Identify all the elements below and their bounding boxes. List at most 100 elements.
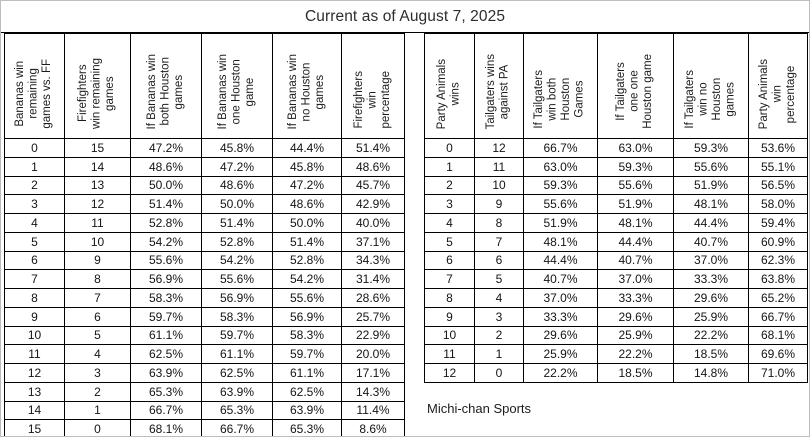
table-cell: 65.3% — [272, 419, 342, 436]
table-cell: 14 — [64, 156, 131, 177]
table-cell: 63.0% — [597, 138, 674, 158]
table-cell: 68.1% — [748, 325, 808, 346]
table-cell: 40.0% — [341, 213, 405, 233]
table-cell: 12 — [474, 138, 524, 158]
column-header: Bananas win remaining games vs. FF — [4, 33, 65, 139]
table-cell: 62.3% — [748, 250, 808, 271]
table-cell: 20.0% — [341, 344, 405, 364]
table-row: 12 0 22.2% 18.5% 14.8% 71.0% — [424, 363, 808, 383]
table-cell: 65.2% — [748, 288, 808, 308]
table-cell: 12 — [64, 194, 131, 214]
table-cell: 52.8% — [201, 231, 273, 252]
table-cell: 61.1% — [272, 363, 342, 383]
table-cell: 37.1% — [341, 231, 405, 252]
table-row: 5 10 54.2% 52.8% 51.4% 37.1% — [4, 231, 405, 252]
table-cell: 9 — [474, 194, 524, 214]
table-cell: 28.6% — [341, 288, 405, 308]
column-header-label: Tailgaters wins against PA — [485, 53, 511, 129]
table-row: 1 11 63.0% 59.3% 55.6% 55.1% — [424, 156, 808, 177]
table-row: 7 8 56.9% 55.6% 54.2% 31.4% — [4, 269, 405, 289]
table-cell: 63.0% — [523, 156, 598, 177]
table-row: 0 15 47.2% 45.8% 44.4% 51.4% — [4, 138, 405, 158]
table-cell: 2 — [474, 325, 524, 346]
table-cell: 3 — [64, 363, 131, 383]
table-cell: 37.0% — [673, 250, 749, 271]
table-cell: 44.4% — [673, 213, 749, 233]
table-cell: 1 — [474, 344, 524, 364]
table-row: 11 4 62.5% 61.1% 59.7% 20.0% — [4, 344, 405, 364]
table-cell: 6 — [424, 250, 475, 271]
table-cell: 6 — [4, 250, 65, 271]
table-cell: 51.4% — [341, 138, 405, 158]
column-header: Firefighters win percentage — [341, 33, 405, 139]
column-header-label: If Tailgaters win no Houston games — [683, 70, 737, 129]
table-cell: 51.9% — [673, 175, 749, 196]
table-cell: 56.9% — [272, 306, 342, 327]
table-cell: 62.5% — [130, 344, 202, 364]
column-header: If Bananas win no Houston games — [272, 33, 342, 139]
table-cell: 66.7% — [523, 138, 598, 158]
column-header-label: If Tailgaters win both Houston Games — [533, 70, 587, 129]
table-row: 10 5 61.1% 59.7% 58.3% 22.9% — [4, 325, 405, 346]
table-cell: 47.2% — [201, 156, 273, 177]
table-row: 6 9 55.6% 54.2% 52.8% 34.3% — [4, 250, 405, 271]
table-row: 2 13 50.0% 48.6% 47.2% 45.7% — [4, 175, 405, 196]
table-cell: 61.1% — [201, 344, 273, 364]
table-cell: 66.7% — [201, 419, 273, 436]
table-row: 8 4 37.0% 33.3% 29.6% 65.2% — [424, 288, 808, 308]
table-cell: 44.4% — [597, 231, 674, 252]
column-header-label: Firefighters win percentage — [352, 71, 392, 129]
table-cell: 47.2% — [272, 175, 342, 196]
table-cell: 52.8% — [272, 250, 342, 271]
table-cell: 48.1% — [523, 231, 598, 252]
table-cell: 48.1% — [673, 194, 749, 214]
column-header: If Tailgaters win no Houston games — [673, 33, 749, 139]
table-cell: 10 — [64, 231, 131, 252]
table-cell: 12 — [4, 363, 65, 383]
table-cell: 4 — [4, 213, 65, 233]
table-cell: 66.7% — [130, 400, 202, 421]
table-cell: 62.5% — [272, 381, 342, 402]
table-cell: 51.4% — [130, 194, 202, 214]
column-header: Party Animals wins — [424, 33, 475, 139]
table-cell: 44.4% — [523, 250, 598, 271]
table-row: 6 6 44.4% 40.7% 37.0% 62.3% — [424, 250, 808, 271]
table-cell: 10 — [474, 175, 524, 196]
table-cell: 11.4% — [341, 400, 405, 421]
table-cell: 45.8% — [272, 156, 342, 177]
table-cell: 63.9% — [130, 363, 202, 383]
table-cell: 1 — [4, 156, 65, 177]
table-cell: 0 — [4, 138, 65, 158]
table-cell: 14 — [4, 400, 65, 421]
table-cell: 29.6% — [673, 288, 749, 308]
table-cell: 62.5% — [201, 363, 273, 383]
column-header: Tailgaters wins against PA — [474, 33, 524, 139]
table-cell: 33.3% — [673, 269, 749, 289]
table-cell: 47.2% — [130, 138, 202, 158]
header-row: Bananas win remaining games vs. FF Firefi… — [4, 33, 405, 139]
column-header-label: Party Animals wins — [435, 58, 462, 129]
table-row: 3 12 51.4% 50.0% 48.6% 42.9% — [4, 194, 405, 214]
table-row: 7 5 40.7% 37.0% 33.3% 63.8% — [424, 269, 808, 289]
table-cell: 48.6% — [341, 156, 405, 177]
table-cell: 17.1% — [341, 363, 405, 383]
table-row: 13 2 65.3% 63.9% 62.5% 14.3% — [4, 381, 405, 402]
table-cell: 54.2% — [201, 250, 273, 271]
table-cell: 8 — [474, 213, 524, 233]
table-cell: 50.0% — [272, 213, 342, 233]
table-cell: 63.9% — [201, 381, 273, 402]
table-cell: 9 — [4, 306, 65, 327]
column-header: If Tailgaters win both Houston Games — [523, 33, 598, 139]
table-cell: 40.7% — [673, 231, 749, 252]
table-cell: 51.4% — [201, 213, 273, 233]
table-cell: 13 — [4, 381, 65, 402]
table-cell: 4 — [64, 344, 131, 364]
table-cell: 58.3% — [130, 288, 202, 308]
table-row: 10 2 29.6% 25.9% 22.2% 68.1% — [424, 325, 808, 346]
table-cell: 9 — [424, 306, 475, 327]
table-cell: 5 — [4, 231, 65, 252]
column-header-label: If Bananas win one Houston game — [216, 53, 256, 129]
table-cell: 59.7% — [201, 325, 273, 346]
table-cell: 34.3% — [341, 250, 405, 271]
